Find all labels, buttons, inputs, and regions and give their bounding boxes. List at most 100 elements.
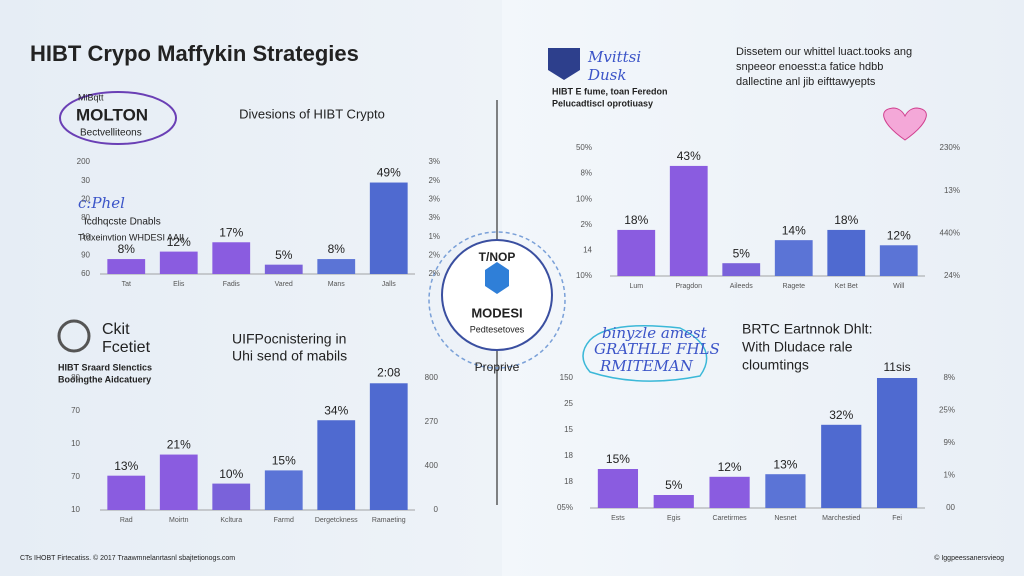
y2-tick-label: 800 xyxy=(425,373,439,382)
heart-icon xyxy=(883,107,927,141)
y-tick-label: 150 xyxy=(560,373,574,382)
x-tick-label: Tat xyxy=(122,281,131,288)
x-tick-label: Moirtn xyxy=(169,517,189,524)
logo-text: Fcetiet xyxy=(102,339,151,356)
center-badge xyxy=(441,239,553,351)
bar xyxy=(709,476,750,508)
value-label: 18% xyxy=(834,213,858,227)
bar xyxy=(876,378,918,508)
chart-title: BRTC Eartnnok Dhlt: xyxy=(742,321,872,337)
bar xyxy=(317,420,356,510)
center-text: Proprive xyxy=(475,360,520,374)
y2-tick-label: 3% xyxy=(428,157,440,166)
value-label: 49% xyxy=(377,166,401,180)
y2-tick-label: 9% xyxy=(943,438,955,447)
page-title: HIBT Crypo Maffykin Strategies xyxy=(30,41,359,66)
y2-tick-label: 3% xyxy=(428,194,440,203)
y2-tick-label: 13% xyxy=(944,186,960,195)
y-tick-label: 10% xyxy=(576,194,592,203)
y-tick-label: 10 xyxy=(81,232,90,241)
bar xyxy=(107,259,146,274)
x-tick-label: Kcltura xyxy=(220,517,242,524)
y2-tick-label: 400 xyxy=(425,461,439,470)
x-tick-label: Lum xyxy=(629,283,643,290)
bar xyxy=(369,383,408,510)
y2-tick-label: 2% xyxy=(428,269,440,278)
center-text: Pedtesetoves xyxy=(470,324,525,334)
center-text: T/NOP xyxy=(479,250,516,264)
y2-tick-label: 25% xyxy=(939,406,955,415)
y-tick-label: 10 xyxy=(71,505,80,514)
value-label: 15% xyxy=(606,452,630,466)
logo-ring xyxy=(59,91,177,145)
x-tick-label: Vared xyxy=(275,281,293,288)
value-label: 8% xyxy=(328,242,346,256)
bar-annotation: 11sis xyxy=(884,360,911,374)
footer-text: © Iggpeessanersvieog xyxy=(934,554,1004,562)
value-label: 5% xyxy=(665,478,683,492)
value-label: 43% xyxy=(677,149,701,163)
chart-title: UIFPocnistering in xyxy=(232,331,346,347)
bar xyxy=(669,165,708,276)
x-tick-label: Egis xyxy=(667,515,681,522)
hand-text: binyzle amest xyxy=(602,324,708,342)
value-label: 13% xyxy=(114,459,138,473)
chart-title: With Dludace rale xyxy=(742,339,853,355)
y2-tick-label: 8% xyxy=(943,373,955,382)
value-label: 13% xyxy=(773,457,797,471)
hand-text: RMITEMAN xyxy=(599,357,694,375)
value-label: 10% xyxy=(219,467,243,481)
x-tick-label: Aileeds xyxy=(730,283,753,290)
y2-tick-label: 24% xyxy=(944,271,960,280)
x-tick-label: Ests xyxy=(611,515,625,522)
value-label: 15% xyxy=(272,454,296,468)
y-tick-label: 18 xyxy=(564,451,573,460)
y-tick-label: 8% xyxy=(580,169,592,178)
logo-text: Bectvelliteons xyxy=(80,128,142,139)
x-tick-label: Dergetckness xyxy=(315,517,358,524)
footer-text: CTs IHOBT Firtecatiss. © 2017 Traawmnela… xyxy=(20,554,235,562)
y2-tick-label: 0 xyxy=(434,505,439,514)
side-text: HIBT E fume, toan Feredon xyxy=(552,86,668,96)
y-tick-label: 80 xyxy=(71,373,80,382)
value-label: 21% xyxy=(167,438,191,452)
y-tick-label: 50% xyxy=(576,143,592,152)
bar xyxy=(597,469,639,508)
chart-title: cloumtings xyxy=(742,357,809,373)
value-label: 8% xyxy=(118,242,136,256)
center-icon xyxy=(485,262,509,294)
y2-tick-label: 1% xyxy=(428,232,440,241)
chart-title: dallectine anl jib eifttawyepts xyxy=(736,76,876,88)
y-tick-label: 70 xyxy=(71,472,80,481)
bar xyxy=(107,475,146,510)
bar xyxy=(212,242,251,274)
chart-title: Divesions of HIBT Crypto xyxy=(239,106,385,121)
x-tick-label: Jalls xyxy=(382,281,397,288)
bar xyxy=(264,264,303,274)
y-tick-label: 10 xyxy=(71,439,80,448)
logo-text: MOLTON xyxy=(76,105,148,124)
side-text: c:Phel xyxy=(78,194,125,212)
y2-tick-label: 3% xyxy=(428,213,440,222)
side-text: Boolngthe Aidcatuery xyxy=(58,374,151,384)
bar xyxy=(264,470,303,510)
value-label: 17% xyxy=(219,225,243,239)
y-tick-label: 2% xyxy=(580,220,592,229)
x-tick-label: Rad xyxy=(120,517,133,524)
chart-title: snpeeor enoesst:a fatice hdbb xyxy=(736,61,883,73)
x-tick-label: Fadis xyxy=(223,281,241,288)
value-label: 14% xyxy=(782,223,806,237)
value-label: 12% xyxy=(718,460,742,474)
x-tick-label: Ramaeting xyxy=(372,517,406,524)
x-tick-label: Marchestied xyxy=(822,515,860,522)
bar xyxy=(159,454,198,510)
bar xyxy=(722,263,761,276)
hand-bubble xyxy=(582,324,708,382)
y2-tick-label: 440% xyxy=(940,228,960,237)
value-label: 12% xyxy=(887,228,911,242)
y2-tick-label: 230% xyxy=(940,143,960,152)
bar xyxy=(774,240,813,276)
logo-ring xyxy=(57,319,91,353)
